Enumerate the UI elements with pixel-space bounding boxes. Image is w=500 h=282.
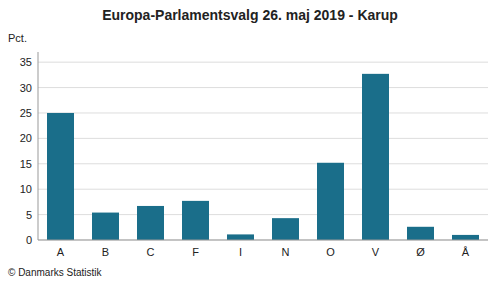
grid bbox=[38, 62, 488, 240]
grid-line bbox=[38, 112, 488, 113]
y-axis-label: Pct. bbox=[8, 32, 27, 44]
bar bbox=[47, 113, 74, 240]
bar bbox=[92, 213, 119, 240]
y-tick-label: 25 bbox=[20, 107, 32, 119]
x-tick-label: B bbox=[102, 246, 109, 258]
bar bbox=[182, 201, 209, 240]
x-axis-line bbox=[38, 240, 488, 241]
chart-container: Europa-Parlamentsvalg 26. maj 2019 - Kar… bbox=[0, 0, 500, 282]
x-tick-label: F bbox=[192, 246, 199, 258]
bar bbox=[362, 74, 389, 240]
bars bbox=[47, 74, 479, 240]
x-tick-label: Ø bbox=[416, 246, 425, 258]
title: Europa-Parlamentsvalg 26. maj 2019 - Kar… bbox=[102, 7, 398, 23]
y-tick-label: 20 bbox=[20, 132, 32, 144]
grid-line bbox=[38, 138, 488, 139]
x-tick-label: N bbox=[282, 246, 290, 258]
page: {"chart_data": {"type": "bar", "title": … bbox=[0, 0, 500, 282]
grid-line bbox=[38, 87, 488, 88]
y-tick-label: 35 bbox=[20, 56, 32, 68]
bar bbox=[407, 227, 434, 240]
grid-line bbox=[38, 62, 488, 63]
y-tick-label: 5 bbox=[26, 209, 32, 221]
bar bbox=[272, 218, 299, 240]
grid-line bbox=[38, 163, 488, 164]
x-tick-label: Å bbox=[462, 246, 470, 258]
y-tick-label: 10 bbox=[20, 183, 32, 195]
x-tick-label: O bbox=[326, 246, 335, 258]
x-tick-label: V bbox=[372, 246, 380, 258]
grid-line bbox=[38, 240, 488, 241]
x-tick-label: I bbox=[239, 246, 242, 258]
x-tick-label: C bbox=[147, 246, 155, 258]
footer: © Danmarks Statistik bbox=[8, 267, 103, 278]
grid-line bbox=[38, 189, 488, 190]
y-axis-line bbox=[38, 52, 39, 240]
bar bbox=[227, 234, 254, 240]
bar bbox=[137, 206, 164, 240]
y-tick-label: 30 bbox=[20, 82, 32, 94]
y-tick-label: 0 bbox=[26, 234, 32, 246]
x-tick-label: A bbox=[57, 246, 65, 258]
bar bbox=[317, 163, 344, 240]
bar bbox=[452, 235, 479, 240]
chart: Europa-Parlamentsvalg 26. maj 2019 - Kar… bbox=[0, 0, 500, 282]
y-tick-label: 15 bbox=[20, 158, 32, 170]
